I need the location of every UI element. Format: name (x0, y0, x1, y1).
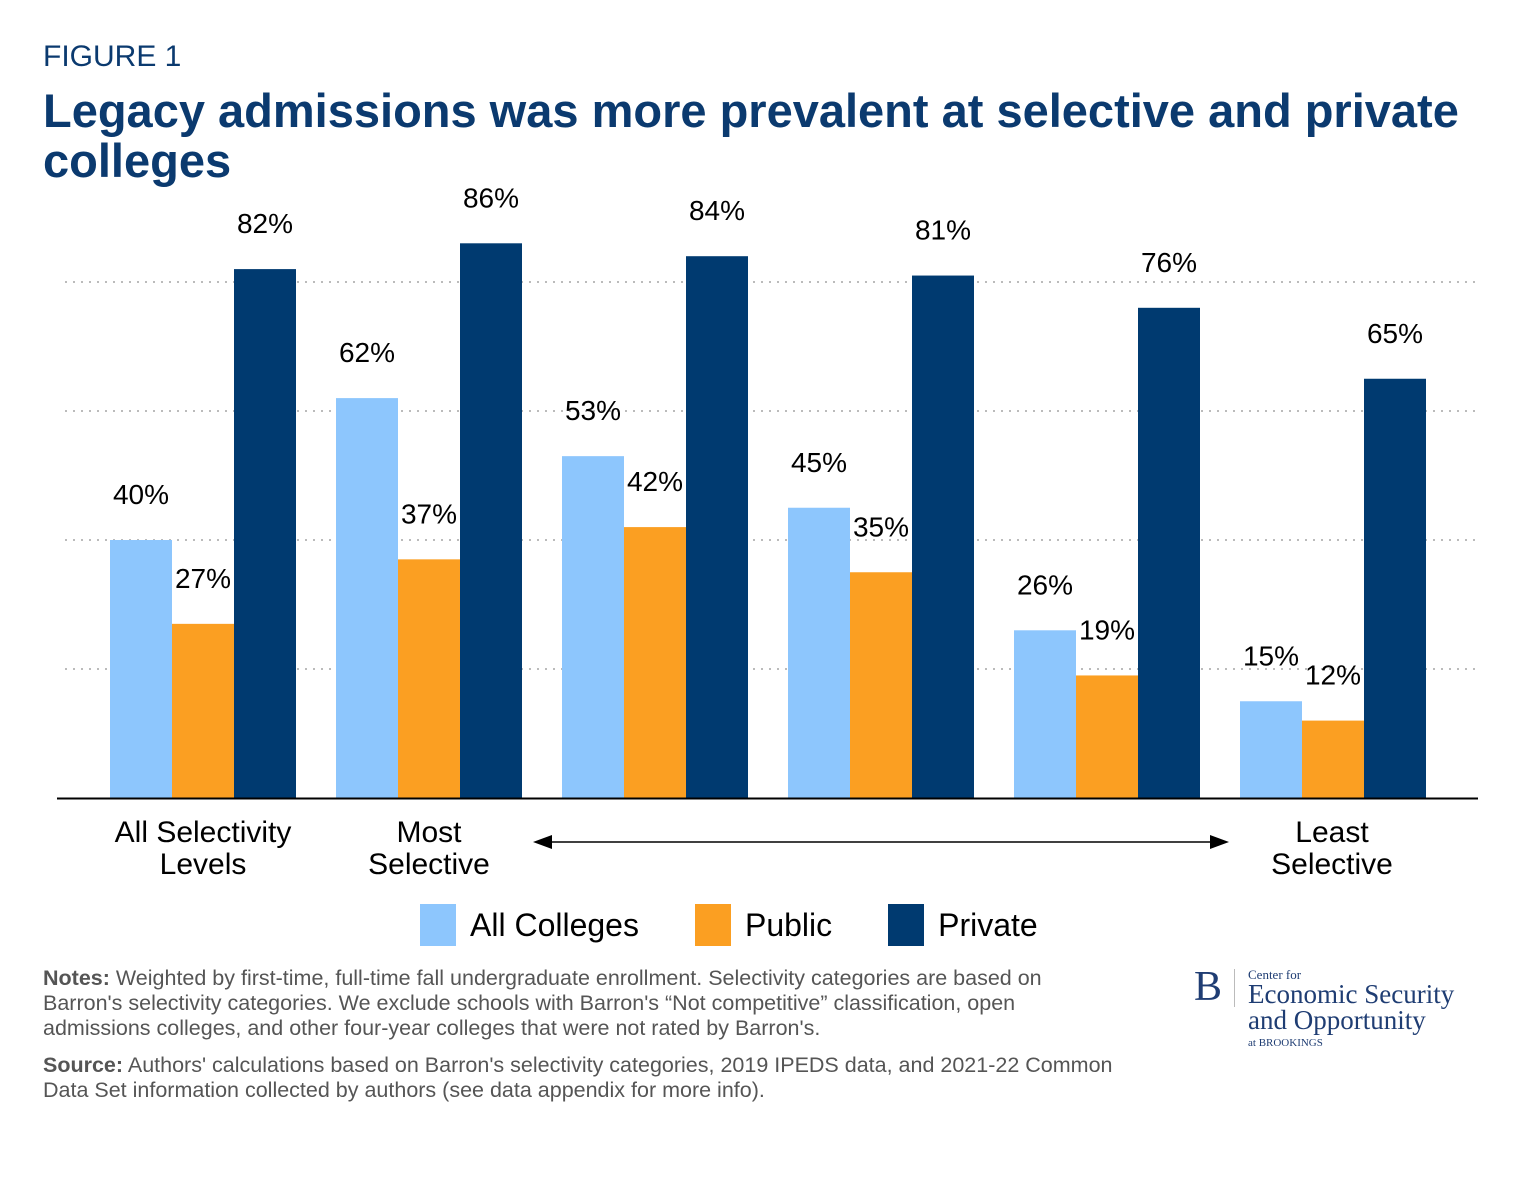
bar-public (398, 559, 460, 798)
data-label: 26% (1017, 569, 1073, 600)
source-paragraph: Source: Authors' calculations based on B… (43, 1053, 1143, 1103)
data-label: 82% (237, 208, 293, 239)
category-label-all-line1: All Selectivity (115, 816, 292, 849)
bar-private (1138, 307, 1200, 798)
logo-line4: at BROOKINGS (1248, 1037, 1323, 1049)
bar-private (686, 256, 748, 798)
bar-public (850, 572, 912, 798)
figure-label: FIGURE 1 (43, 40, 182, 73)
data-label: 42% (627, 466, 683, 497)
legend-label: Private (938, 906, 1038, 943)
bar-public (624, 527, 686, 798)
bar-public (172, 623, 234, 798)
source-text: Authors' calculations based on Barron's … (43, 1053, 1113, 1102)
data-label: 53% (565, 395, 621, 426)
bar-chart: 40%27%82%62%37%86%53%42%84%45%35%81%26%1… (57, 182, 1478, 881)
data-label: 19% (1079, 614, 1135, 645)
bar-private (460, 243, 522, 799)
data-label: 12% (1305, 660, 1361, 691)
data-label: 37% (401, 498, 457, 529)
bar-all-colleges (1014, 630, 1076, 798)
bar-all-colleges (110, 540, 172, 798)
logo-line1: Center for (1248, 967, 1302, 982)
data-label: 35% (853, 511, 909, 542)
arrow-right-icon (1210, 835, 1229, 849)
category-label-most-line1: Most (396, 816, 462, 849)
bar-private (1364, 378, 1426, 798)
category-label-least-line1: Least (1295, 816, 1369, 849)
data-label: 27% (175, 563, 231, 594)
legend-swatch (694, 904, 731, 946)
notes-text: Weighted by first-time, full-time fall u… (43, 966, 1042, 1040)
logo-mark: B (1194, 964, 1223, 1010)
data-label: 62% (339, 337, 395, 368)
category-label-least-line2: Selective (1271, 848, 1393, 881)
chart-title: Legacy admissions was more prevalent at … (43, 84, 1459, 187)
notes-label: Notes: (43, 966, 110, 990)
data-label: 76% (1141, 247, 1197, 278)
bar-public (1302, 720, 1364, 798)
data-label: 15% (1243, 640, 1299, 671)
category-label-all-line2: Levels (160, 848, 247, 881)
data-label: 45% (791, 447, 847, 478)
bar-private (234, 269, 296, 799)
legend-item-private: Private (888, 904, 1038, 946)
data-label: 65% (1367, 318, 1423, 349)
notes-paragraph: Notes: Weighted by first-time, full-time… (43, 966, 1043, 1041)
data-label: 81% (915, 215, 971, 246)
legend-swatch (888, 904, 925, 946)
bar-all-colleges (1240, 701, 1302, 798)
legend-swatch (420, 904, 456, 946)
notes-section: Notes: Weighted by first-time, full-time… (43, 966, 1112, 1115)
legend-label: Public (744, 906, 833, 943)
arrow-left-icon (533, 835, 552, 849)
legend-item-all-colleges: All Colleges (420, 904, 639, 946)
data-label: 84% (689, 195, 745, 226)
legend-item-public: Public (694, 904, 833, 946)
selectivity-arrow (533, 835, 1229, 849)
bar-private (912, 275, 974, 798)
legend: All Colleges Public Private (420, 904, 1094, 946)
bar-all-colleges (788, 507, 850, 798)
source-label: Source: (43, 1053, 124, 1077)
data-label: 86% (463, 182, 519, 213)
legend-label: All Colleges (470, 906, 639, 943)
data-label: 40% (113, 479, 169, 510)
category-label-most-line2: Selective (368, 848, 490, 881)
bar-public (1076, 675, 1138, 798)
logo-name: Economic Security and Opportunity (1248, 979, 1455, 1035)
bar-all-colleges (336, 398, 398, 798)
bar-all-colleges (562, 456, 624, 798)
